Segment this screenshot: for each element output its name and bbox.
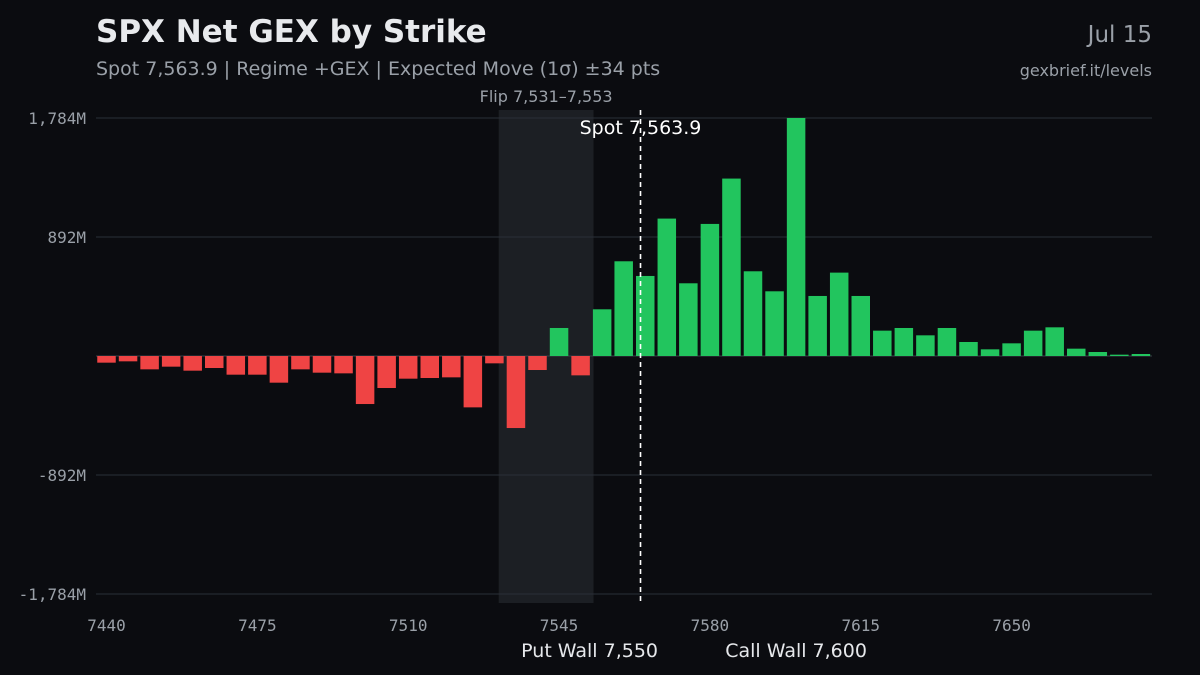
gex-bar <box>226 356 246 375</box>
gex-bar <box>636 275 655 356</box>
spot-label: Spot 7,563.9 <box>580 117 702 139</box>
gex-bar <box>808 295 827 356</box>
gex-bar <box>959 341 978 356</box>
gex-bar <box>183 356 202 371</box>
x-tick-label: 7440 <box>87 616 126 635</box>
x-tick-label: 7615 <box>841 616 880 635</box>
put-wall-label: Put Wall 7,550 <box>521 640 658 662</box>
gex-bar <box>1045 327 1064 356</box>
source-link[interactable]: gexbrief.it/levels <box>1019 61 1152 80</box>
gex-bar <box>722 178 741 356</box>
gex-bar <box>269 356 289 383</box>
gex-bar <box>614 261 633 356</box>
gex-bar <box>657 218 677 356</box>
x-tick-label: 7580 <box>691 616 730 635</box>
gex-bar <box>463 356 483 408</box>
bar-layer <box>97 118 1151 429</box>
x-tick-label: 7545 <box>540 616 579 635</box>
gex-bar <box>916 335 935 356</box>
gex-bar <box>1088 351 1108 356</box>
gex-bar <box>118 356 138 362</box>
gex-bar <box>485 356 504 364</box>
gex-bar <box>506 356 526 429</box>
gex-bar <box>291 356 310 370</box>
y-tick-label: 892M <box>47 228 86 247</box>
gex-bar <box>1023 330 1043 356</box>
gex-bar <box>377 356 396 389</box>
gex-bar <box>549 327 569 356</box>
gex-bar <box>786 118 806 356</box>
gex-bar <box>1131 353 1151 356</box>
gex-bar <box>980 349 1000 356</box>
gex-bar <box>894 327 914 356</box>
gex-bar <box>205 356 224 369</box>
x-tick-label: 7510 <box>389 616 428 635</box>
x-tick-label: 7475 <box>238 616 277 635</box>
gex-bar <box>140 356 159 370</box>
y-tick-label: 1,784M <box>28 109 86 128</box>
gex-bar <box>765 291 784 356</box>
gex-bar <box>743 271 763 356</box>
annotation-layer: Spot 7,563.9 Put Wall 7,550 Call Wall 7,60… <box>521 110 867 662</box>
gex-bar <box>937 327 957 356</box>
chart-subtitle: Spot 7,563.9 | Regime +GEX | Expected Mo… <box>96 58 661 80</box>
gex-bar <box>528 356 547 371</box>
gex-bar <box>398 356 418 379</box>
gex-bar <box>312 356 332 373</box>
gex-bar <box>1067 348 1086 356</box>
y-tick-label: -1,784M <box>19 585 86 604</box>
gex-bar <box>829 272 849 356</box>
y-tick-label: -892M <box>38 466 86 485</box>
gex-bar <box>442 356 461 378</box>
gex-bar <box>420 356 439 379</box>
gex-bar <box>851 295 870 356</box>
chart-title: SPX Net GEX by Strike <box>96 14 487 50</box>
chart-date: Jul 15 <box>1087 22 1152 48</box>
gex-bar <box>1002 343 1021 356</box>
gex-bar <box>700 223 720 356</box>
gex-bar <box>873 330 892 356</box>
flip-zone-layer: Flip 7,531–7,553 <box>480 87 613 603</box>
gex-bar <box>355 356 375 405</box>
x-tick-label: 7650 <box>992 616 1031 635</box>
flip-zone-label: Flip 7,531–7,553 <box>480 87 613 106</box>
gex-bar <box>571 356 590 376</box>
call-wall-label: Call Wall 7,600 <box>725 640 867 662</box>
gex-bar <box>592 309 612 356</box>
gex-bar <box>248 356 267 375</box>
gex-bar <box>97 356 116 363</box>
gex-bar <box>334 356 353 374</box>
gex-bar <box>161 356 181 367</box>
gex-bar <box>1110 354 1129 356</box>
gex-bar <box>679 283 698 356</box>
